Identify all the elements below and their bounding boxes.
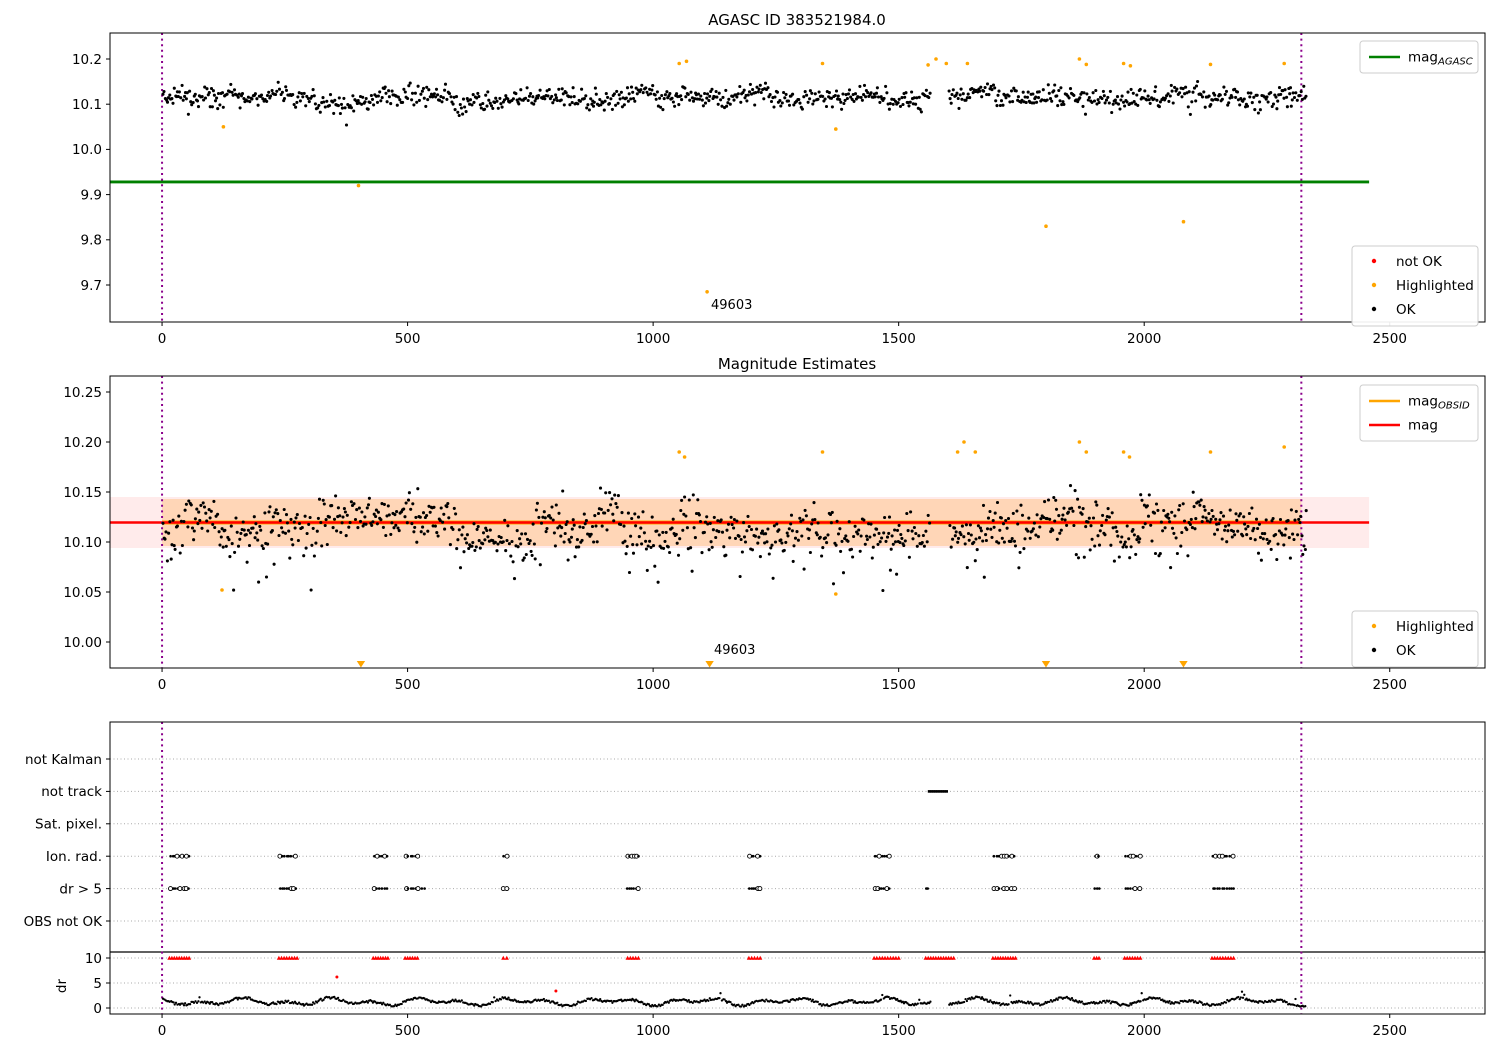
x-tick-label: 2500 (1373, 677, 1407, 693)
x-tick-label: 2500 (1373, 1023, 1407, 1039)
top-plot-title: AGASC ID 383521984.0 (708, 11, 886, 29)
flag-category-label: Ion. rad. (46, 849, 102, 865)
y-tick-label: 10.1 (72, 97, 102, 113)
flag-category-label: OBS not OK (24, 914, 104, 930)
flag-category-label: dr > 5 (59, 881, 102, 897)
legend-label: Highlighted (1396, 619, 1474, 635)
axes-frame (109, 32, 1486, 323)
x-tick-label: 500 (395, 1023, 421, 1039)
x-tick-label: 2000 (1127, 331, 1161, 347)
dr-clipped-markers (167, 955, 1236, 993)
dr-axis-label: dr (54, 978, 70, 993)
bottom-plot: not Kalman not track Sat. pixel. Ion. rad. d… (24, 721, 1486, 1039)
x-tick-label: 0 (158, 331, 167, 347)
y-tick-label: 9.9 (81, 187, 102, 203)
legend-label: magOBSID (1408, 394, 1470, 412)
legend-box (1359, 384, 1479, 442)
flag-category-label: Sat. pixel. (35, 817, 102, 833)
y-tick-label: 10.2 (72, 52, 102, 68)
dr-gt5-points (168, 886, 1235, 892)
x-tick-label: 0 (158, 1023, 167, 1039)
x-tick-label: 500 (395, 331, 421, 347)
legend-box (1359, 40, 1479, 74)
axes-frame (109, 721, 1486, 1015)
x-tick-label: 2000 (1127, 677, 1161, 693)
legend-label: Highlighted (1396, 278, 1474, 294)
x-tick-label: 0 (158, 677, 167, 693)
y-tick-label: 10.0 (72, 142, 102, 158)
middle-plot: 0 500 1000 1500 2000 2500 10.00 10.05 10.10 10.15… (63, 375, 1486, 693)
ion-rad-points (169, 853, 1236, 859)
dr-tick-label: 0 (93, 1001, 102, 1017)
x-tick-label: 1000 (636, 677, 670, 693)
dr-tick-label: 5 (93, 976, 102, 992)
legend-box (1351, 610, 1479, 668)
middle-annotation-49603: 49603 (714, 643, 755, 658)
obsid-boundary-vlines (161, 33, 1303, 322)
top-annotation-49603: 49603 (711, 298, 752, 313)
top-plot: 0 500 1000 1500 2000 2500 9.7 9.8 9.9 10.0 10.1 10.… (72, 32, 1486, 347)
middle-plot-title: Magnitude Estimates (718, 355, 876, 373)
flag-category-label: not Kalman (25, 752, 102, 768)
dr-series-points (161, 990, 1307, 1008)
y-axis: 10.00 10.05 10.10 10.15 10.20 10.25 (63, 385, 110, 651)
x-tick-label: 1000 (636, 1023, 670, 1039)
legend-label: OK (1396, 643, 1417, 659)
y-tick-label: 10.15 (63, 485, 102, 501)
legend-box (1351, 245, 1479, 327)
y-tick-label: 10.00 (63, 635, 102, 651)
grid-lines (110, 758, 1485, 1009)
x-tick-label: 2500 (1373, 331, 1407, 347)
obsid-boundary-vlines (161, 722, 1303, 1014)
legend-label: mag (1408, 418, 1438, 434)
y-tick-label: 9.8 (81, 233, 102, 249)
axes-frame (109, 375, 1486, 669)
dr-tick-label: 10 (85, 951, 102, 967)
y-tick-label: 10.25 (63, 385, 102, 401)
point-legend: not OK Highlighted OK (1351, 245, 1479, 327)
line-legend: magAGASC (1359, 40, 1479, 74)
y-tick-label: 10.05 (63, 585, 102, 601)
point-legend: Highlighted OK (1351, 610, 1479, 668)
y-tick-label: 9.7 (81, 278, 102, 294)
highlighted-points (221, 57, 1286, 294)
y-tick-label: 10.20 (63, 435, 102, 451)
y-tick-label: 10.10 (63, 535, 102, 551)
ok-points (161, 484, 1308, 593)
x-axis: 0 500 1000 1500 2000 2500 (158, 322, 1407, 347)
x-tick-label: 2000 (1127, 1023, 1161, 1039)
x-tick-label: 1500 (881, 677, 915, 693)
x-tick-label: 500 (395, 677, 421, 693)
legend-label: magAGASC (1408, 50, 1473, 68)
ok-points (161, 79, 1308, 127)
legend-label: OK (1396, 302, 1417, 318)
line-legend: magOBSID mag (1359, 384, 1479, 442)
x-tick-label: 1500 (881, 331, 915, 347)
legend-label: not OK (1396, 254, 1443, 270)
flag-y-axis: not Kalman not track Sat. pixel. Ion. rad. d… (24, 752, 110, 1017)
x-tick-label: 1500 (881, 1023, 915, 1039)
x-axis: 0 500 1000 1500 2000 2500 (158, 668, 1407, 693)
y-axis: 9.7 9.8 9.9 10.0 10.1 10.2 (72, 52, 110, 294)
x-tick-label: 1000 (636, 331, 670, 347)
not-track-points (927, 790, 948, 793)
clipped-low-markers (356, 661, 1188, 668)
highlighted-points (220, 440, 1286, 596)
flag-category-label: not track (41, 784, 102, 800)
x-axis: 0 500 1000 1500 2000 2500 (158, 1014, 1407, 1039)
